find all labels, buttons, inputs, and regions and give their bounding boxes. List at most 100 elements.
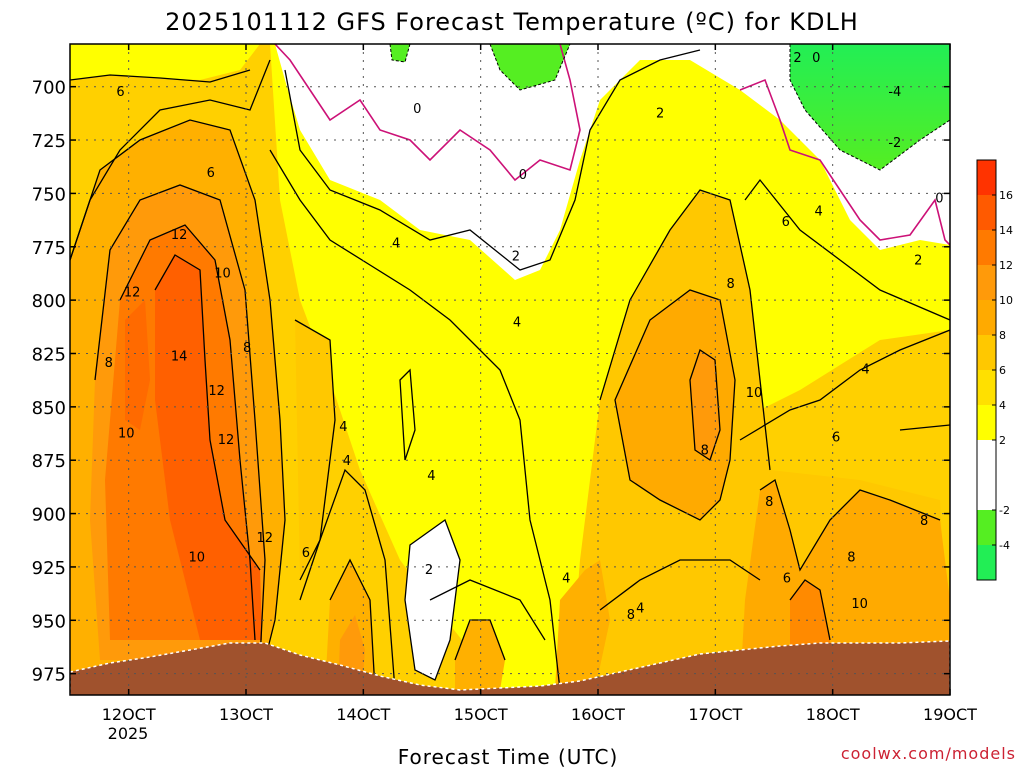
colorbar-band [977, 440, 996, 510]
colorbar-band [977, 545, 996, 580]
contour-right-g [744, 178, 950, 321]
contour-mid-c [329, 558, 376, 691]
contour-label: 8 [701, 444, 709, 459]
contour-label: 4 [958, 311, 966, 326]
contour-label: 6 [116, 85, 124, 100]
contour-8-a [94, 184, 266, 661]
contour-label: -2 [888, 136, 901, 151]
x-tick-label: 12OCT [102, 705, 156, 724]
contour-mid-a [294, 319, 336, 581]
y-tick-label: 725 [32, 131, 66, 152]
contour-label: 10 [188, 550, 205, 565]
temp-region-left-yellow [70, 44, 260, 80]
contour-0-a [274, 44, 581, 182]
contour-label: -4 [888, 85, 901, 100]
colorbar-tick-label: -4 [999, 539, 1010, 552]
contour-label: 2 [512, 249, 520, 264]
contour-label: 4 [814, 204, 822, 219]
colorbar-band [977, 300, 996, 335]
contour-label: 6 [207, 166, 215, 181]
contour-label: 2 [425, 563, 433, 578]
contour-label: 10 [118, 426, 135, 441]
contour-label: 12 [218, 433, 235, 448]
contour-label: 8 [765, 495, 773, 510]
temp-region-above-0 [275, 44, 950, 280]
contour-12-a [154, 254, 261, 571]
contour-label: 8 [726, 277, 734, 292]
y-tick-label: 875 [32, 451, 66, 472]
contour-label: 12 [256, 531, 273, 546]
freezing-lines [274, 44, 950, 246]
temp-region-below-minus2-c [490, 44, 570, 90]
contour-label: 6 [302, 546, 310, 561]
contour-4-c [269, 149, 561, 691]
y-tick-label: 850 [32, 398, 66, 419]
grid [70, 44, 950, 695]
contour-mid-e [454, 619, 506, 661]
contour-right-b [614, 289, 736, 521]
colorbar-tick-label: 14 [999, 224, 1013, 237]
contour-label: 8 [105, 356, 113, 371]
contour-label: 4 [562, 572, 570, 587]
temp-region-12-14-left-b [125, 300, 150, 430]
contour-minus2 [789, 44, 950, 171]
contour-minus2-c [389, 44, 411, 63]
contour-label: 6 [782, 215, 790, 230]
contour-4-d [70, 69, 251, 83]
contour-label: 4 [513, 315, 521, 330]
contour-right-e [789, 579, 831, 641]
contour-label: 4 [861, 362, 869, 377]
contour-label: 14 [171, 350, 188, 365]
contour-label: 12 [124, 286, 141, 301]
x-axis-label: Forecast Time (UTC) [398, 745, 619, 768]
contour-right-a [599, 189, 771, 471]
contour-mid-d [399, 368, 416, 461]
contour-label: 6 [832, 431, 840, 446]
plot-area: 6612101214121288101012644442002444828810… [70, 44, 966, 695]
contour-2-a [404, 518, 461, 681]
contour-right-d [759, 478, 941, 572]
contour-minus2-b [489, 44, 571, 91]
contour-label: 8 [847, 550, 855, 565]
colorbar-tick-label: 16 [999, 189, 1013, 202]
contour-label: 4 [392, 237, 400, 252]
colorbar-tick-label: 10 [999, 294, 1013, 307]
temp-region-6-8-mid [295, 320, 335, 580]
colorbar-band [977, 370, 996, 405]
y-tick-label: 775 [32, 238, 66, 259]
temp-region-12-14-left [155, 255, 262, 640]
contour-right-f [739, 329, 950, 441]
contour-label: 4 [636, 601, 644, 616]
contour-4-b [284, 49, 701, 271]
contour-mid-f [429, 579, 546, 641]
x-axis: 12OCT 13OCT 14OCT 15OCT 16OCT 17OCT 18OCT 19OCT [102, 44, 977, 724]
contour-label: 0 [519, 168, 527, 183]
temp-region-10-12-right [690, 350, 720, 460]
contour-right-c [689, 348, 721, 462]
contour-label: 0 [812, 51, 820, 66]
colorbar-band [977, 335, 996, 370]
colorbar-tick-label: -2 [999, 504, 1010, 517]
temp-region-8-10-right [615, 290, 735, 520]
temp-region-6-8-lowleft2 [555, 560, 610, 690]
contour-label: 2 [793, 51, 801, 66]
terrain [70, 640, 950, 695]
temp-region-below-minus2-b [390, 44, 410, 62]
contour-label: 4 [343, 454, 351, 469]
x-tick-label: 16OCT [571, 705, 625, 724]
contour-label: 12 [171, 228, 188, 243]
contour-6-a [70, 119, 286, 681]
y-tick-label: 700 [32, 78, 66, 99]
plot-frame [69, 43, 951, 696]
contour-labels: 6612101214121288101012644442002444828810… [105, 51, 966, 623]
x-tick-label: 17OCT [688, 705, 742, 724]
colorbar-tick-label: 4 [999, 399, 1006, 412]
colorbar-band [977, 195, 996, 230]
colorbar-tick-label: 6 [999, 364, 1006, 377]
colorbar: 16 14 12 10 8 6 4 2 -2 -4 [976, 159, 1013, 581]
contour-label: 10 [746, 386, 763, 401]
colorbar-band [977, 265, 996, 300]
y-tick-label: 975 [32, 665, 66, 686]
